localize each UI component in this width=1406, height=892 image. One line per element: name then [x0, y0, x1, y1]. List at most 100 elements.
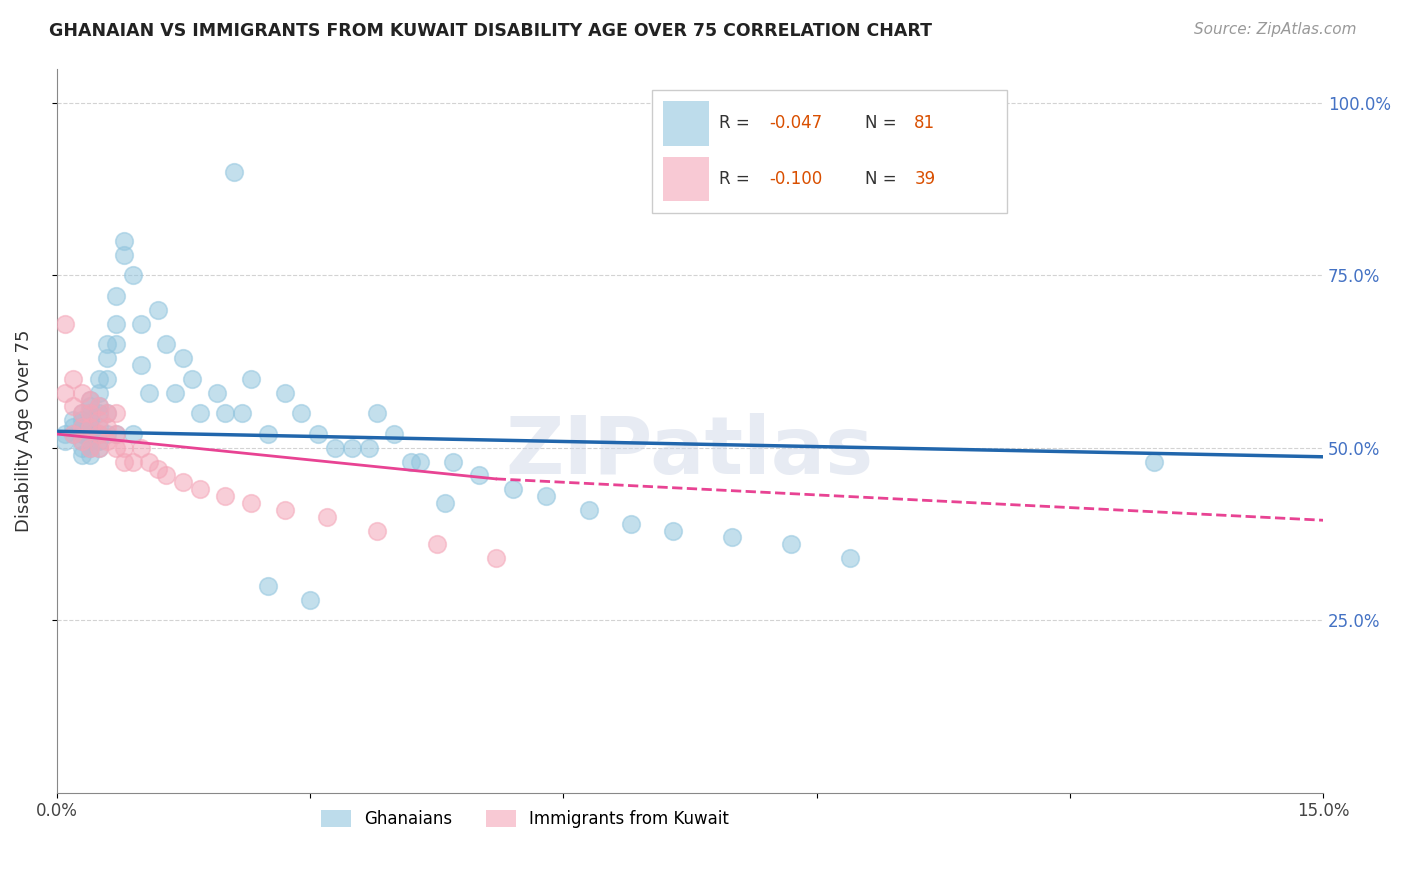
Point	[96, 406, 118, 420]
Point	[104, 427, 127, 442]
Point	[239, 372, 262, 386]
Point	[112, 455, 135, 469]
Point	[70, 420, 93, 434]
Point	[104, 441, 127, 455]
Point	[87, 372, 110, 386]
Point	[443, 455, 465, 469]
Point	[839, 551, 862, 566]
Point	[780, 537, 803, 551]
Text: GHANAIAN VS IMMIGRANTS FROM KUWAIT DISABILITY AGE OVER 75 CORRELATION CHART: GHANAIAN VS IMMIGRANTS FROM KUWAIT DISAB…	[49, 22, 932, 40]
Point	[307, 427, 329, 442]
Point	[79, 400, 101, 414]
Point	[62, 413, 84, 427]
Point	[104, 289, 127, 303]
Point	[70, 420, 93, 434]
Point	[62, 400, 84, 414]
Point	[87, 413, 110, 427]
Point	[62, 427, 84, 442]
Point	[188, 482, 211, 496]
Point	[146, 461, 169, 475]
Point	[662, 524, 685, 538]
Point	[188, 406, 211, 420]
Point	[340, 441, 363, 455]
Point	[96, 406, 118, 420]
Point	[315, 509, 337, 524]
Point	[536, 489, 558, 503]
Point	[87, 400, 110, 414]
Point	[121, 268, 143, 283]
Point	[96, 337, 118, 351]
Point	[79, 392, 101, 407]
Y-axis label: Disability Age Over 75: Disability Age Over 75	[15, 329, 32, 532]
Point	[62, 427, 84, 442]
Point	[53, 385, 76, 400]
Point	[87, 420, 110, 434]
Point	[222, 165, 245, 179]
Point	[298, 592, 321, 607]
Point	[112, 248, 135, 262]
Point	[399, 455, 422, 469]
Point	[79, 441, 101, 455]
Point	[87, 427, 110, 442]
Point	[146, 302, 169, 317]
Point	[382, 427, 405, 442]
Point	[129, 441, 152, 455]
Point	[70, 413, 93, 427]
Point	[70, 385, 93, 400]
Point	[104, 337, 127, 351]
Point	[79, 434, 101, 448]
Point	[87, 434, 110, 448]
Point	[104, 317, 127, 331]
Point	[70, 406, 93, 420]
Point	[468, 468, 491, 483]
Point	[62, 372, 84, 386]
Point	[87, 441, 110, 455]
Point	[53, 434, 76, 448]
Point	[172, 475, 194, 490]
Point	[434, 496, 457, 510]
Point	[256, 427, 278, 442]
Point	[112, 441, 135, 455]
Point	[104, 406, 127, 420]
Point	[1143, 455, 1166, 469]
Point	[79, 441, 101, 455]
Point	[163, 385, 186, 400]
Point	[96, 427, 118, 442]
Point	[578, 503, 600, 517]
Point	[273, 385, 295, 400]
Point	[79, 427, 101, 442]
Point	[290, 406, 312, 420]
Point	[79, 413, 101, 427]
Point	[138, 385, 160, 400]
Point	[485, 551, 508, 566]
Point	[155, 468, 177, 483]
Point	[121, 455, 143, 469]
Point	[70, 441, 93, 455]
Point	[155, 337, 177, 351]
Point	[87, 427, 110, 442]
Point	[408, 455, 430, 469]
Point	[53, 427, 76, 442]
Point	[70, 448, 93, 462]
Point	[53, 317, 76, 331]
Point	[70, 427, 93, 442]
Text: Source: ZipAtlas.com: Source: ZipAtlas.com	[1194, 22, 1357, 37]
Point	[70, 406, 93, 420]
Point	[426, 537, 449, 551]
Point	[502, 482, 524, 496]
Point	[256, 579, 278, 593]
Point	[205, 385, 228, 400]
Point	[172, 351, 194, 366]
Point	[121, 427, 143, 442]
Point	[112, 234, 135, 248]
Point	[96, 351, 118, 366]
Point	[129, 317, 152, 331]
Point	[79, 448, 101, 462]
Point	[231, 406, 253, 420]
Point	[180, 372, 202, 386]
Point	[70, 434, 93, 448]
Point	[79, 406, 101, 420]
Point	[87, 400, 110, 414]
Point	[366, 524, 388, 538]
Point	[129, 358, 152, 372]
